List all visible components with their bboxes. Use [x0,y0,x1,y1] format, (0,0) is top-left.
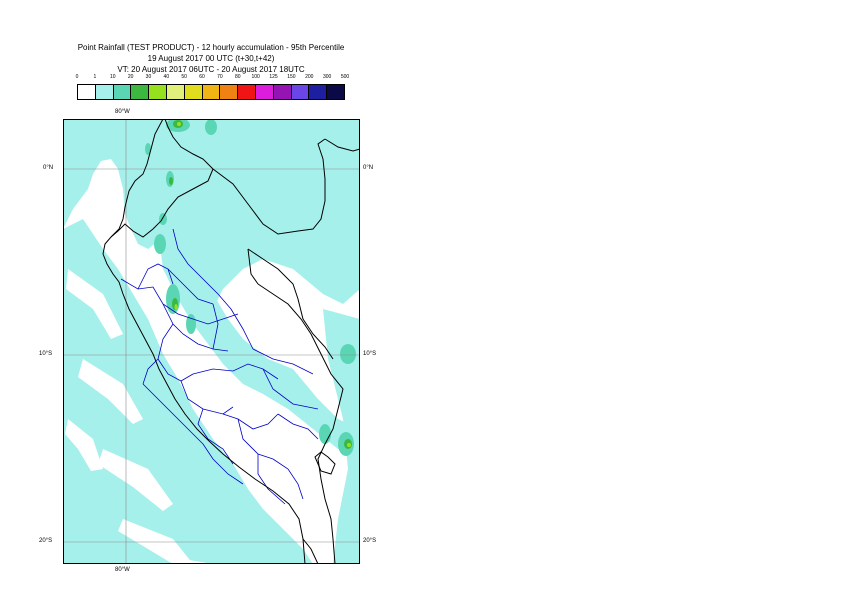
lat-label-0-left: 0°N [43,165,54,171]
legend-swatch [220,85,239,99]
legend-tick-label: 500 [340,74,350,80]
lat-label-10-left: 10°S [39,351,53,357]
legend-tick-label: 30 [145,74,152,80]
legend-swatch [291,85,310,99]
legend-swatch [166,85,185,99]
legend-tick-label: 300 [322,74,332,80]
legend-swatch [202,85,221,99]
title-line-3: VT: 20 August 2017 06UTC - 20 August 201… [117,65,305,74]
legend-swatch [184,85,203,99]
lat-label-10-right: 10°S [363,351,377,357]
legend-tick-label: 80 [235,74,241,80]
lon-label-bottom: 80°W [115,567,130,573]
legend-tick-label: 125 [269,74,278,80]
legend-swatch [327,85,344,99]
legend-swatch [149,85,167,99]
legend-swatch [255,85,274,99]
legend-swatch [238,85,256,99]
legend-tick-label: 150 [287,74,296,80]
lon-label-top: 80°W [115,109,130,115]
legend-tick-label: 10 [109,74,116,80]
legend-swatch [131,85,150,99]
legend-swatch [273,85,292,99]
legend-swatch [113,85,132,99]
legend-tick-label: 200 [305,74,314,80]
legend-tick-label: 0 [75,74,79,80]
title-line-1: Point Rainfall (TEST PRODUCT) - 12 hourl… [77,43,345,52]
legend-tick-label: 50 [181,74,187,80]
lat-label-20-left: 20°S [39,538,53,544]
rainfall-legend: 0 1 10 20 30 40 50 60 70 80 100 125 150 200 300 500 [75,74,350,104]
lat-label-20-right: 20°S [363,538,377,544]
title-line-2: 19 August 2017 00 UTC (t+30,t+42) [147,54,275,63]
legend-tick-label: 1 [93,74,97,80]
legend-swatch [78,85,96,99]
legend-tick-label: 40 [163,74,170,80]
legend-colorbar [77,84,345,100]
legend-swatch [309,85,328,99]
legend-tick-label: 100 [251,74,260,80]
map-canvas [63,118,361,565]
legend-tick-label: 70 [217,74,223,80]
legend-tick-label: 60 [199,74,205,80]
rainfall-map: 80°W 80°W 0°N 0°N 10°S 10°S 20°S 20°S [39,109,376,573]
legend-swatch [95,85,114,99]
legend-tick-label: 20 [127,74,134,80]
lat-label-0-right: 0°N [363,165,374,171]
